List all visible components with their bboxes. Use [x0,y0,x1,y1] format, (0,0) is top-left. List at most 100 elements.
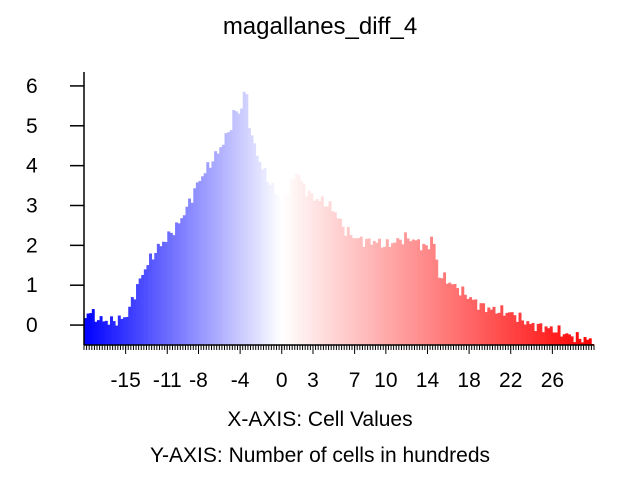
histogram-bar [500,305,504,345]
histogram-bar [505,312,509,345]
histogram-bar [91,309,95,345]
histogram-bar [86,313,90,345]
histogram-bar [331,211,335,345]
histogram-bar [359,236,363,345]
y-tick-label: 6 [26,75,38,98]
histogram-bar [398,239,402,345]
histogram-bar [247,128,251,345]
histogram-bar [104,320,108,345]
histogram-bar [443,272,447,345]
histogram-bar [354,238,358,345]
histogram-bar [333,212,337,345]
histogram-bar [406,238,410,345]
histogram-bar [146,265,150,345]
histogram-bar [182,215,186,345]
x-tick-label: -8 [189,369,208,392]
histogram-bar [266,182,270,345]
histogram-bar [292,179,296,345]
histogram-bar [458,295,462,345]
y-tick-label: 5 [26,115,38,138]
histogram-bar [562,334,566,345]
histogram-bar [232,109,236,345]
histogram-bar [526,321,530,345]
x-tick-label: 22 [499,369,522,392]
histogram-bar [172,235,176,345]
histogram-bar [206,162,210,345]
histogram-bar [123,317,126,345]
histogram-bar [279,201,283,345]
histogram-bar [417,239,421,345]
histogram-bar [502,315,506,345]
histogram-bar [198,180,202,345]
histogram-bars [84,91,595,345]
histogram-bar [193,188,197,345]
histogram-bar [419,250,423,345]
histogram-bar [302,183,306,345]
x-axis-label: X-AXIS: Cell Values [227,408,412,431]
x-tick-label: 26 [541,369,564,392]
histogram-bar [432,243,436,345]
x-tick-label: -11 [153,369,182,392]
histogram-bar [448,282,452,345]
histogram-bar [549,326,553,345]
histogram-bar [328,201,332,345]
histogram-bar [482,303,486,345]
histogram-bar [276,195,280,345]
histogram-bar [474,299,478,345]
chart-title: magallanes_diff_4 [223,13,417,40]
histogram-bar [138,278,142,345]
y-tick-label: 0 [26,314,38,337]
histogram-bar [445,283,449,345]
histogram-bar [521,320,525,345]
histogram-bar [284,193,288,345]
histogram-bar [120,318,124,345]
histogram-bar [414,240,418,345]
histogram-bar [201,176,205,345]
histogram-bar [487,307,491,345]
histogram-bar [190,202,194,345]
histogram-bar [430,236,434,345]
histogram-bar [469,297,473,345]
histogram-bar [305,196,309,345]
histogram-bar [115,325,119,345]
histogram-bar [450,284,454,345]
histogram-bar [492,306,496,345]
histogram-bar [479,303,483,345]
x-tick-label: 18 [457,369,480,392]
histogram-bar [554,332,558,345]
histogram-bar [84,318,87,345]
histogram-bar [427,249,431,345]
histogram-bar [94,321,98,345]
histogram-bar [456,288,460,345]
histogram-bar [570,336,574,345]
histogram-bar [112,321,116,345]
histogram-bar [97,320,100,345]
histogram-bar [99,316,103,345]
histogram-bar [489,309,493,345]
x-tick-label: 7 [349,369,361,392]
histogram-bar [136,284,139,345]
y-tick-label: 2 [26,234,38,257]
histogram-bar [380,247,384,345]
histogram-bar [557,325,561,345]
histogram-bar [349,234,353,345]
histogram-bar [466,298,470,345]
histogram-bar [159,246,163,345]
histogram-bar [229,130,233,345]
histogram-bar [310,193,314,345]
histogram-bar [255,155,259,345]
histogram-bar [372,240,376,345]
histogram-bar [560,336,564,345]
histogram-bar [393,242,397,345]
histogram-bar [435,259,439,345]
histogram-bar [227,132,231,345]
histogram-bar [107,324,111,345]
histogram-bar [307,190,311,345]
histogram-bar [531,322,535,345]
histogram-bar [315,198,319,345]
histogram-bar [141,274,145,345]
y-tick-label: 4 [26,155,38,178]
histogram-bar [89,313,93,345]
x-tick-label: 14 [416,369,440,392]
x-tick-label: 0 [276,369,288,392]
